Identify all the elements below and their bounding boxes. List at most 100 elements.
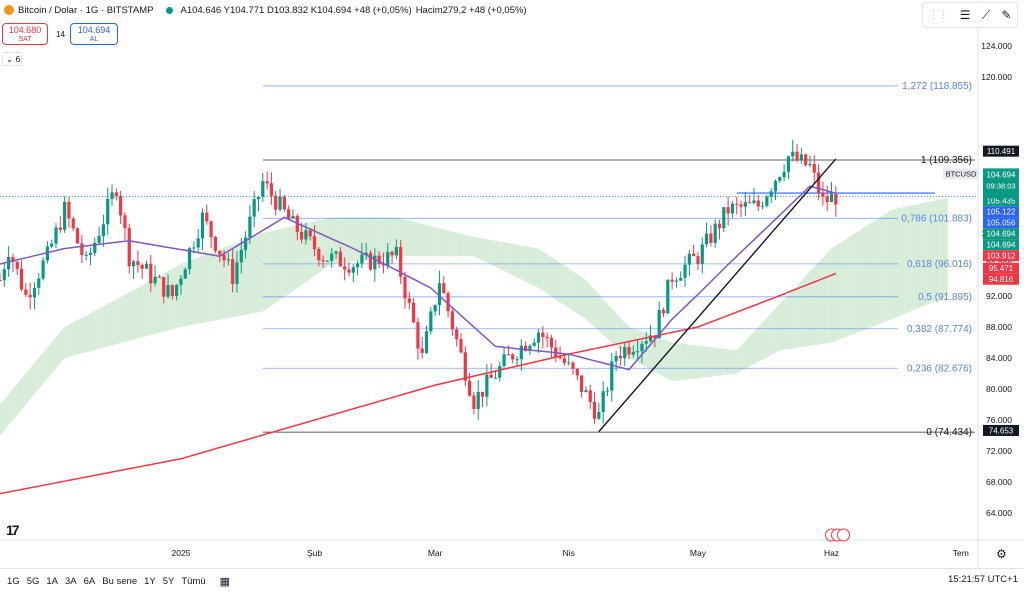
- ichimoku-cloud-segment: [939, 198, 944, 300]
- candle-body: [75, 228, 80, 244]
- ichimoku-cloud-segment: [400, 218, 405, 257]
- candle-body: [231, 259, 235, 284]
- ichimoku-cloud-segment: [517, 244, 522, 280]
- ichimoku-cloud-segment: [81, 315, 87, 354]
- candle-body: [123, 215, 127, 229]
- ichimoku-cloud-segment: [788, 290, 793, 349]
- candle-body: [765, 196, 769, 206]
- range-1d[interactable]: 1G: [7, 575, 20, 587]
- candle-body: [416, 322, 420, 349]
- ichimoku-cloud-segment: [896, 207, 901, 318]
- ichimoku-cloud-segment: [219, 247, 225, 320]
- ichimoku-cloud-segment: [685, 344, 690, 380]
- ichimoku-cloud-segment: [116, 297, 121, 345]
- brush-icon[interactable]: ✎: [1001, 8, 1012, 22]
- candle-body: [24, 289, 28, 295]
- ichimoku-cloud-segment: [297, 224, 302, 288]
- ichimoku-cloud-segment: [198, 255, 203, 324]
- candle-body: [131, 261, 136, 267]
- ichimoku-cloud-segment: [12, 383, 18, 420]
- range-1y[interactable]: 1Y: [144, 575, 156, 587]
- ichimoku-cloud-segment: [34, 358, 39, 395]
- candle-body: [511, 354, 515, 360]
- trend-line: [598, 158, 837, 433]
- candle-body: [804, 154, 808, 166]
- ichimoku-cloud-segment: [702, 346, 707, 378]
- drag-handle-icon[interactable]: ⋮⋮: [928, 9, 949, 21]
- indicator-count: 6: [15, 54, 21, 64]
- ichimoku-cloud-segment: [581, 277, 586, 320]
- range-1m[interactable]: 1A: [46, 575, 58, 587]
- gear-icon[interactable]: ⚙: [996, 547, 1007, 561]
- candle-body: [269, 183, 274, 196]
- candle-body: [226, 259, 230, 261]
- sell-button[interactable]: 104.680 SAT: [2, 23, 48, 45]
- ichimoku-cloud-segment: [779, 299, 785, 351]
- ichimoku-cloud-segment: [633, 328, 638, 363]
- candle-body: [394, 246, 398, 256]
- ichimoku-cloud-segment: [594, 289, 599, 331]
- buy-button[interactable]: 104.694 AL: [70, 23, 118, 45]
- ichimoku-cloud-segment: [314, 220, 319, 276]
- ichimoku-cloud-segment: [189, 259, 194, 326]
- ichimoku-cloud-segment: [909, 205, 914, 313]
- ichimoku-cloud-segment: [318, 219, 324, 273]
- candle-body: [45, 246, 49, 261]
- candle-body: [597, 412, 601, 419]
- candle-body: [149, 263, 153, 284]
- ichimoku-cloud-segment: [353, 217, 358, 262]
- ichimoku-cloud-segment: [926, 201, 931, 305]
- candle-body: [743, 202, 747, 207]
- ichimoku-cloud-segment: [215, 249, 220, 321]
- ichimoku-cloud-segment: [137, 285, 143, 339]
- calendar-icon[interactable]: ▦: [219, 575, 231, 588]
- price-label-box: [983, 217, 1019, 229]
- range-3m[interactable]: 3A: [65, 575, 77, 587]
- price-label-box: [983, 273, 1019, 285]
- x-tick-label: Haz: [824, 548, 839, 558]
- candle-body: [274, 195, 278, 210]
- candle-body: [106, 198, 110, 225]
- candle-body: [390, 251, 394, 256]
- y-tick-label: 84.000: [986, 353, 1012, 363]
- ichimoku-cloud-segment: [275, 229, 281, 303]
- candle-body: [713, 223, 717, 243]
- candle-body: [239, 249, 243, 263]
- ichimoku-cloud-segment: [590, 284, 595, 327]
- ichimoku-cloud-segment: [577, 274, 582, 317]
- ichimoku-cloud-segment: [719, 348, 724, 376]
- candle-body: [119, 195, 123, 216]
- symbol-title[interactable]: Bitcoin / Dolar · 1G · BITSTAMP: [18, 4, 154, 16]
- bitcoin-icon: [4, 5, 14, 15]
- candle-body: [648, 335, 653, 342]
- ichimoku-cloud-segment: [155, 275, 160, 334]
- candle-body: [816, 172, 821, 194]
- candle-body: [334, 251, 338, 254]
- ichimoku-cloud-segment: [124, 292, 130, 342]
- countdown-text: 09:38:03: [986, 181, 1015, 190]
- indicators-toggle-button[interactable]: ⌄ 6: [2, 52, 22, 66]
- ichimoku-cloud-segment: [357, 217, 362, 261]
- range-5d[interactable]: 5G: [26, 575, 40, 587]
- range-ytd[interactable]: Bu sene: [102, 575, 138, 587]
- candle-body: [696, 256, 700, 264]
- ichimoku-cloud-segment: [616, 313, 621, 351]
- range-all[interactable]: Tümü: [181, 575, 206, 587]
- ichimoku-cloud-segment: [129, 290, 134, 341]
- ichimoku-cloud-segment: [267, 231, 272, 309]
- drawing-toolbar: ⋮⋮ ☰ ⟋ ✎: [922, 2, 1018, 28]
- candle-body: [110, 192, 114, 199]
- price-chart[interactable]: 1,272 (118.855) 1 (109.356) 0,786 (101.883…: [0, 0, 1024, 568]
- ichimoku-cloud-segment: [379, 217, 384, 259]
- horizontal-lines-icon[interactable]: ☰: [959, 8, 971, 22]
- candle-body: [498, 366, 502, 378]
- y-tick-label: 68.000: [986, 477, 1012, 487]
- range-5y[interactable]: 5Y: [162, 575, 175, 587]
- clock-time[interactable]: 15:21:57 UTC+1: [948, 574, 1018, 585]
- range-6m[interactable]: 6A: [83, 575, 96, 587]
- ichimoku-cloud-segment: [99, 306, 104, 349]
- trend-line-icon[interactable]: ⟋: [981, 7, 991, 22]
- ichimoku-cloud-segment: [676, 343, 681, 381]
- ichimoku-cloud-segment: [21, 373, 26, 410]
- ichimoku-cloud-segment: [672, 342, 677, 382]
